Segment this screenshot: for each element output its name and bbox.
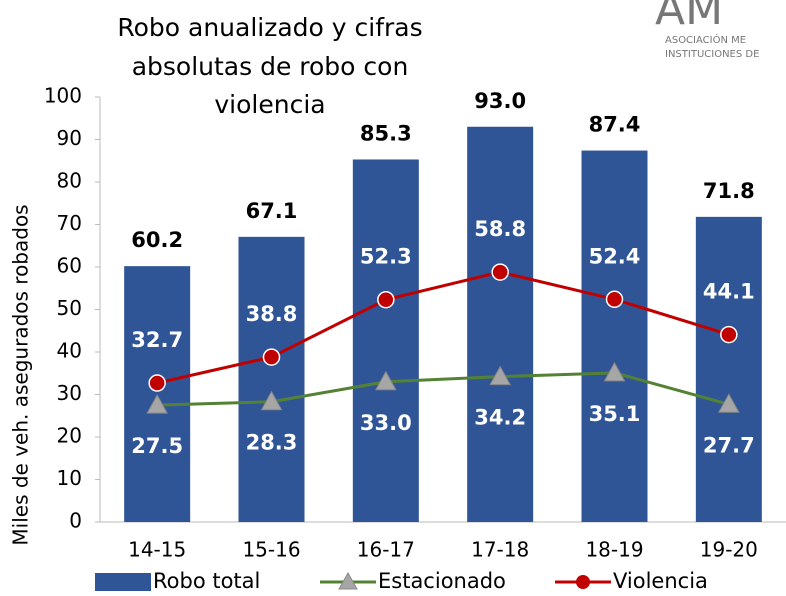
y-tick-label: 60 xyxy=(57,254,82,278)
chart-title: absolutas de robo con xyxy=(132,52,409,81)
logo-text: INSTITUCIONES DE xyxy=(665,49,759,60)
line-value-label: 35.1 xyxy=(589,402,641,426)
line-value-label: 52.3 xyxy=(360,245,412,269)
x-tick-label: 17-18 xyxy=(471,538,529,562)
y-tick-label: 0 xyxy=(69,509,82,533)
y-tick-label: 40 xyxy=(57,339,82,363)
point-marker xyxy=(148,374,166,392)
point-marker xyxy=(374,370,397,391)
point-marker xyxy=(717,393,740,413)
line-value-label: 33.0 xyxy=(360,411,412,435)
y-tick-label: 30 xyxy=(57,381,82,405)
x-tick-label: 16-17 xyxy=(357,538,415,562)
legend-swatch xyxy=(95,573,151,591)
y-tick-label: 70 xyxy=(57,211,82,235)
logo-text: ASOCIACIÓN ME xyxy=(665,33,746,46)
legend-marker xyxy=(338,571,358,590)
bar-value-label: 71.8 xyxy=(703,179,755,203)
bar-value-label: 87.4 xyxy=(589,113,641,137)
y-tick-label: 50 xyxy=(57,296,82,320)
bar-value-label: 67.1 xyxy=(246,199,298,223)
bar xyxy=(467,126,534,522)
y-tick-label: 100 xyxy=(44,84,82,108)
bar xyxy=(124,266,191,522)
point-marker xyxy=(146,394,169,414)
line xyxy=(156,270,730,385)
bar xyxy=(238,236,305,522)
y-tick-label: 10 xyxy=(57,466,82,490)
line-value-label: 28.3 xyxy=(246,431,298,455)
line-value-label: 44.1 xyxy=(703,280,755,304)
bar-value-label: 60.2 xyxy=(131,228,183,252)
line-value-label: 27.5 xyxy=(131,434,183,458)
line-value-label: 58.8 xyxy=(474,217,526,241)
point-marker xyxy=(489,365,512,386)
point-marker xyxy=(605,290,624,309)
line-value-label: 27.7 xyxy=(703,433,755,457)
bar xyxy=(695,216,762,522)
point-marker xyxy=(720,325,738,344)
legend-label: Estacionado xyxy=(378,569,506,593)
line xyxy=(157,371,730,407)
line-value-label: 34.2 xyxy=(474,406,526,430)
point-marker xyxy=(603,361,626,382)
chart-title: Robo anualizado y cifras xyxy=(117,13,422,42)
x-tick-label: 15-16 xyxy=(242,538,300,562)
point-marker xyxy=(377,290,395,309)
bar xyxy=(352,159,419,522)
y-tick-label: 80 xyxy=(57,169,82,193)
bar xyxy=(581,150,648,523)
x-tick-label: 18-19 xyxy=(585,538,643,562)
legend-label: Violencia xyxy=(613,569,708,593)
legend-marker xyxy=(576,575,590,589)
logo-mark: AM xyxy=(655,0,723,35)
x-tick-label: 14-15 xyxy=(128,538,186,562)
legend-label: Robo total xyxy=(153,569,260,593)
y-axis-label: Miles de veh. asegurados robados xyxy=(9,204,33,545)
bar-value-label: 85.3 xyxy=(360,121,412,145)
line-value-label: 32.7 xyxy=(131,328,183,352)
point-marker xyxy=(260,390,283,411)
y-tick-label: 20 xyxy=(57,424,82,448)
point-marker xyxy=(262,348,281,366)
line-value-label: 52.4 xyxy=(589,244,641,268)
x-tick-label: 19-20 xyxy=(700,538,758,562)
bar-value-label: 93.0 xyxy=(474,89,526,113)
chart-title: violencia xyxy=(214,90,325,119)
point-marker xyxy=(491,263,509,281)
y-tick-label: 90 xyxy=(57,126,82,150)
line-value-label: 38.8 xyxy=(246,302,298,326)
